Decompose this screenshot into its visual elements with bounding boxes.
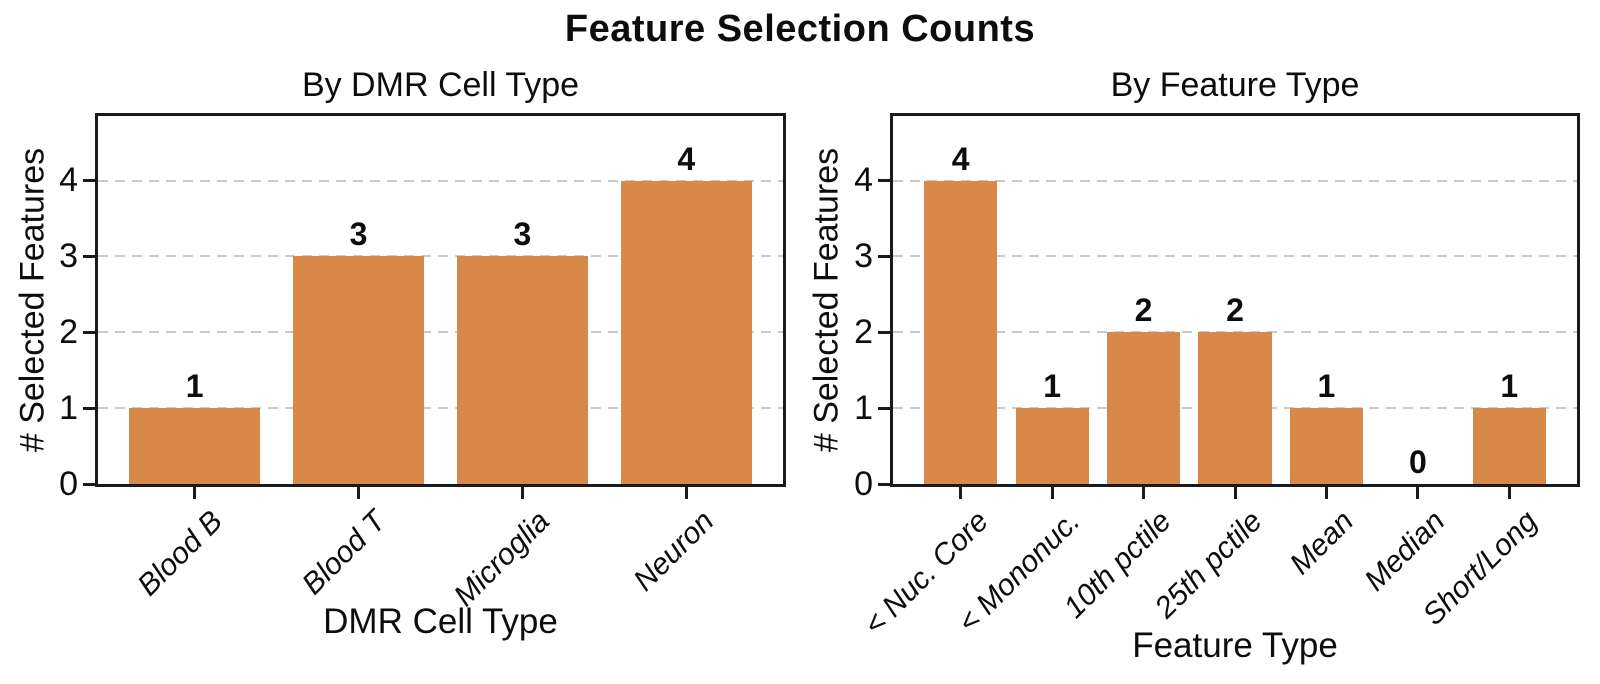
bar-mononuc [1015, 408, 1089, 484]
bar-value-label: 3 [513, 216, 532, 253]
gridline [893, 255, 1577, 258]
bar-value-label: 3 [349, 216, 368, 253]
bar-short-long [1472, 408, 1546, 484]
bar-value-label: 1 [1317, 368, 1336, 405]
x-tick-label: Mean [1283, 504, 1361, 581]
right-plot-area: 0 1 2 3 4 4 < Nuc. Core 1 < Mononuc. 2 10th pctile… [854, 113, 1580, 642]
bar-blood-b [129, 408, 261, 484]
x-tick-mark [1142, 487, 1146, 499]
x-tick-mark [1233, 487, 1237, 499]
y-tick-mark [878, 406, 890, 410]
y-tick-label: 1 [59, 389, 78, 428]
x-tick-label: Median [1358, 504, 1452, 598]
x-tick-label: Microglia [448, 504, 557, 613]
bar-mean [1289, 408, 1363, 484]
bar-value-label: 4 [951, 140, 970, 177]
bar-value-label: 1 [1500, 368, 1519, 405]
left-plot-area: 0 1 2 3 4 1 Blood B 3 Blood T 3 Microglia 4 Neuron [59, 113, 786, 613]
left-subplot-title: By DMR Cell Type [301, 66, 580, 104]
x-tick-mark [357, 487, 361, 499]
y-tick-mark [83, 330, 95, 334]
bar-value-label: 2 [1226, 292, 1244, 329]
x-tick-mark [193, 487, 197, 499]
x-tick-mark [1324, 487, 1328, 499]
y-tick-label: 0 [59, 465, 78, 503]
x-tick-mark [520, 487, 524, 499]
bar-10th-pctile [1106, 332, 1181, 484]
y-tick-label: 4 [59, 161, 78, 200]
figure-title: Feature Selection Counts [564, 8, 1036, 50]
y-tick-mark [878, 254, 890, 258]
y-tick-label: 3 [59, 237, 78, 276]
left-y-axis-label: # Selected Features [13, 147, 52, 453]
y-tick-mark [83, 482, 95, 486]
bar-nuc-core [924, 180, 998, 484]
y-tick-label: 2 [854, 313, 873, 352]
gridline [98, 407, 783, 410]
bar-value-label: 0 [1408, 444, 1427, 480]
bar-25th-pctile [1198, 332, 1272, 484]
bar-value-label: 1 [1043, 368, 1062, 405]
right-y-axis-label: # Selected Features [807, 147, 846, 453]
gridline [98, 179, 783, 182]
x-tick-label: Blood T [296, 504, 393, 602]
x-tick-label: Neuron [627, 504, 721, 598]
x-tick-mark [1507, 487, 1511, 499]
bar-value-label: 2 [1134, 292, 1153, 329]
bar-neuron [620, 180, 752, 484]
y-tick-mark [83, 254, 95, 258]
x-tick-mark [959, 487, 963, 499]
gridline [98, 255, 783, 258]
bar-blood-t [293, 256, 425, 484]
bar-microglia [456, 256, 588, 484]
y-tick-mark [83, 178, 95, 182]
y-tick-mark [878, 482, 890, 486]
y-tick-mark [878, 178, 890, 182]
x-tick-mark [684, 487, 688, 499]
y-tick-label: 2 [59, 313, 78, 352]
y-tick-label: 1 [854, 389, 873, 428]
gridline [893, 179, 1577, 182]
left-x-axis-label: DMR Cell Type [323, 602, 558, 641]
bar-value-label: 1 [185, 368, 204, 405]
y-tick-mark [878, 330, 890, 334]
y-tick-label: 4 [854, 161, 873, 200]
y-tick-label: 0 [854, 465, 873, 503]
x-tick-mark [1050, 487, 1054, 499]
x-tick-label: Blood B [130, 504, 229, 603]
y-tick-label: 3 [854, 237, 873, 276]
right-subplot-title: By Feature Type [1110, 66, 1360, 104]
x-tick-mark [1416, 487, 1420, 499]
gridline [98, 331, 783, 334]
right-x-axis-label: Feature Type [1132, 626, 1338, 665]
bar-value-label: 4 [677, 140, 696, 177]
y-tick-mark [83, 406, 95, 410]
